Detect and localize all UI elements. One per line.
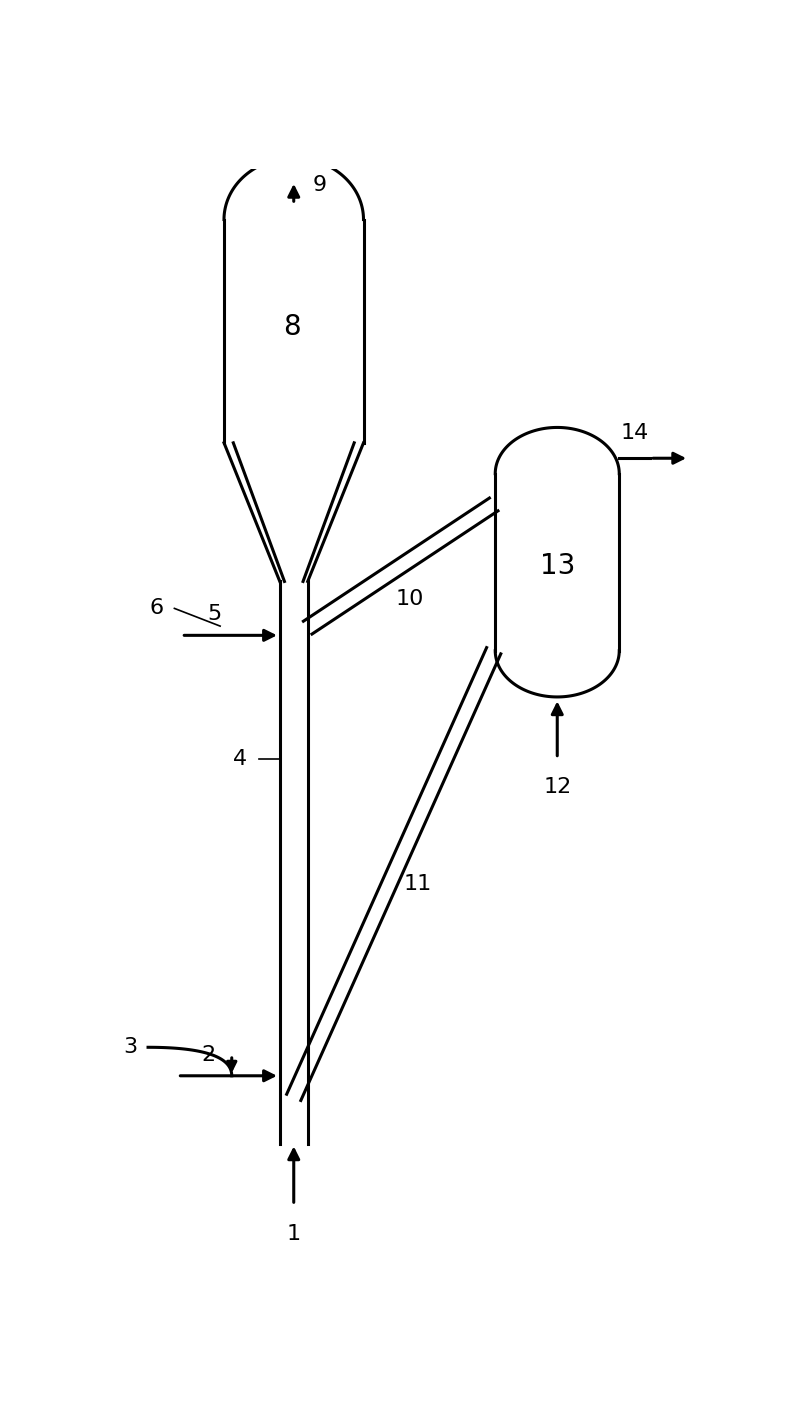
Text: 13: 13 <box>539 553 575 581</box>
Text: 10: 10 <box>396 589 424 609</box>
Text: 9: 9 <box>313 174 327 195</box>
Text: 14: 14 <box>621 423 649 443</box>
Text: 12: 12 <box>543 778 571 797</box>
Text: 1: 1 <box>286 1225 301 1244</box>
Text: 4: 4 <box>233 748 247 769</box>
Text: 6: 6 <box>150 599 163 619</box>
Text: 8: 8 <box>283 314 301 342</box>
Text: 5: 5 <box>207 603 222 624</box>
Text: 11: 11 <box>404 875 432 894</box>
Text: 2: 2 <box>202 1045 215 1064</box>
Text: 3: 3 <box>123 1038 138 1057</box>
